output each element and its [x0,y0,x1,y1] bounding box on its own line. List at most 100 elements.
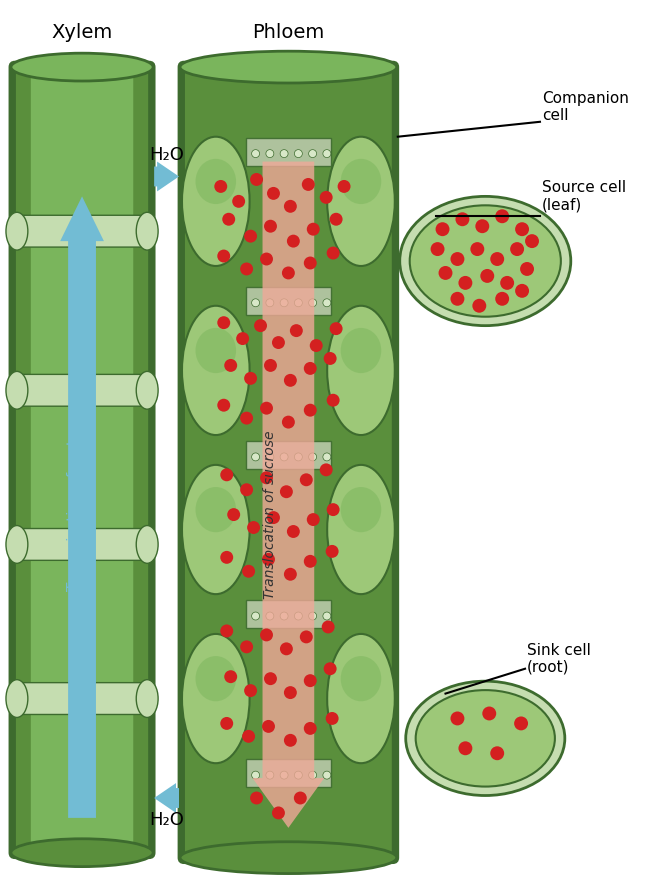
Circle shape [220,468,233,481]
Text: Translocation of sucrose: Translocation of sucrose [264,430,277,599]
Ellipse shape [6,525,28,563]
Text: Sink cell
(root): Sink cell (root) [527,643,591,675]
Circle shape [284,734,297,747]
Circle shape [260,253,273,266]
Circle shape [471,242,484,256]
Ellipse shape [327,137,395,266]
FancyBboxPatch shape [15,215,149,247]
Ellipse shape [340,487,381,532]
Circle shape [244,372,257,385]
Circle shape [329,213,342,226]
Ellipse shape [182,464,249,594]
Circle shape [250,173,263,186]
Circle shape [290,324,303,337]
Circle shape [450,712,464,726]
Circle shape [329,322,342,335]
Ellipse shape [136,372,158,409]
Circle shape [495,292,509,306]
Circle shape [323,612,331,620]
Circle shape [266,298,274,306]
Text: Phloem: Phloem [252,23,324,42]
Circle shape [280,771,288,779]
Ellipse shape [327,306,395,435]
Ellipse shape [182,634,249,763]
Circle shape [220,624,233,638]
Circle shape [252,612,260,620]
Circle shape [244,684,257,697]
Circle shape [287,235,300,247]
Circle shape [475,219,490,233]
Ellipse shape [195,328,236,374]
Ellipse shape [327,464,395,594]
Circle shape [250,791,263,804]
Circle shape [473,298,486,313]
Circle shape [302,178,314,191]
Text: H₂O: H₂O [149,146,184,163]
Circle shape [309,149,316,157]
Ellipse shape [180,841,396,873]
Circle shape [327,394,340,407]
Text: H₂O: H₂O [149,811,184,829]
Circle shape [304,675,317,687]
Circle shape [254,319,267,332]
Ellipse shape [406,681,565,796]
FancyBboxPatch shape [179,62,398,863]
Ellipse shape [136,525,158,563]
FancyArrow shape [253,162,324,828]
Circle shape [300,630,312,644]
Circle shape [284,568,297,581]
Circle shape [224,359,237,372]
Ellipse shape [11,53,153,81]
Ellipse shape [195,656,236,701]
Circle shape [309,612,316,620]
Circle shape [266,771,274,779]
Circle shape [242,565,255,577]
Circle shape [266,612,274,620]
Circle shape [458,275,473,290]
Circle shape [232,195,245,208]
Circle shape [490,252,504,266]
Circle shape [294,612,302,620]
Circle shape [260,402,273,415]
Circle shape [515,283,529,298]
Circle shape [240,411,253,425]
Circle shape [323,149,331,157]
Circle shape [309,771,316,779]
Circle shape [326,712,339,725]
Ellipse shape [136,212,158,250]
FancyBboxPatch shape [185,68,392,857]
Circle shape [309,453,316,461]
Circle shape [490,746,504,760]
Ellipse shape [416,691,555,787]
Circle shape [217,316,230,329]
Ellipse shape [409,206,561,317]
Circle shape [264,220,277,232]
Circle shape [520,262,534,275]
Circle shape [284,200,297,213]
Circle shape [220,717,233,730]
Circle shape [304,257,317,269]
Circle shape [222,213,235,226]
Circle shape [482,706,496,721]
Circle shape [294,453,302,461]
Ellipse shape [6,212,28,250]
Circle shape [264,672,277,685]
Circle shape [510,242,524,256]
Circle shape [338,180,350,192]
Circle shape [217,399,230,411]
FancyBboxPatch shape [15,374,149,406]
Circle shape [304,362,317,375]
Circle shape [284,686,297,699]
Ellipse shape [340,159,381,204]
Circle shape [214,180,227,192]
Circle shape [240,483,253,496]
Circle shape [307,223,320,236]
Circle shape [324,662,337,675]
Circle shape [252,298,260,306]
Circle shape [244,230,257,243]
Circle shape [323,298,331,306]
Circle shape [284,374,297,387]
Bar [245,287,331,314]
Ellipse shape [340,656,381,701]
Circle shape [242,730,255,743]
